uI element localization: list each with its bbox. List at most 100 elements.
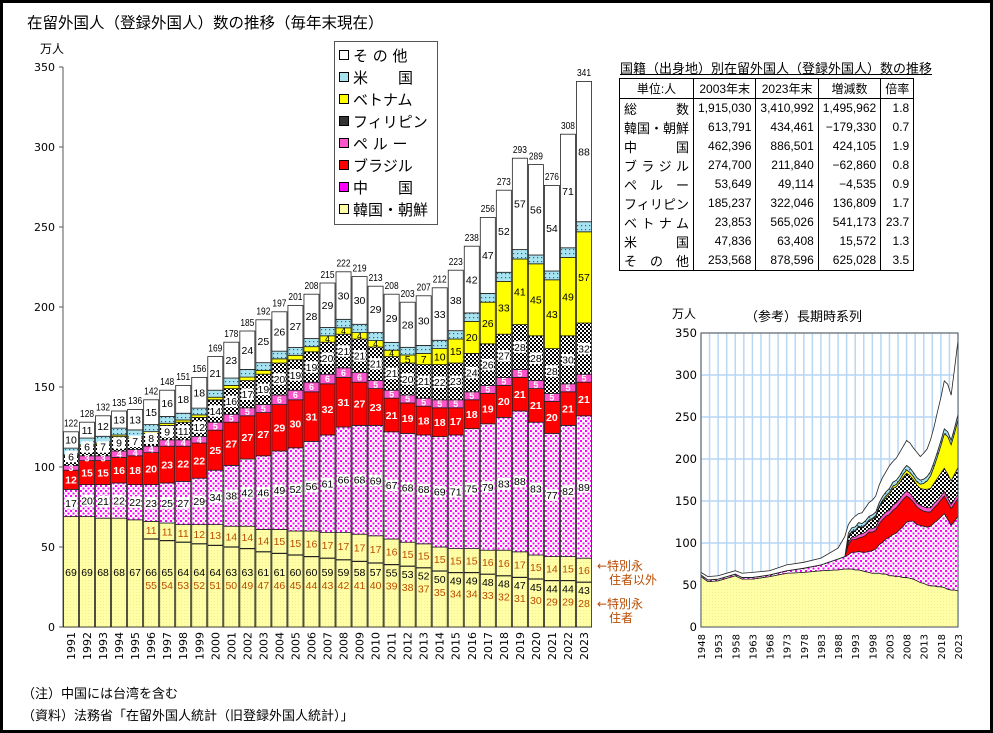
bar-segment-other-1991 <box>63 431 79 449</box>
data-label-non-special: 15 <box>466 555 478 567</box>
data-label-korea: 49 <box>466 575 478 587</box>
table-cell: 462,396 <box>693 136 757 156</box>
legend-swatch-other <box>339 50 349 60</box>
data-label-brazil: 21 <box>514 389 526 401</box>
x-tick-label: 2003 <box>257 632 270 660</box>
table-cell: 23,853 <box>693 212 757 232</box>
label-bg <box>161 497 174 509</box>
table-cell: フィリピン <box>618 193 695 213</box>
label-bg <box>577 342 590 355</box>
data-label-china: 25 <box>161 498 173 510</box>
table-cell: 613,791 <box>693 117 757 137</box>
label-bg <box>369 474 382 487</box>
data-label-philippines: 26 <box>482 359 494 371</box>
data-label-brazil: 18 <box>434 417 446 429</box>
data-label-special-permanent: 42 <box>338 580 350 592</box>
legend-item-china: 中 国 <box>339 177 413 197</box>
legend-label: 中 国 <box>353 178 414 197</box>
bar-segment-other-2011 <box>383 293 400 343</box>
bar-segment-us-2022 <box>560 247 576 258</box>
data-label-vietnam: 57 <box>578 272 590 284</box>
label-bg <box>561 354 574 366</box>
table-cell: 15,572 <box>817 231 882 251</box>
data-label-peru: 5 <box>373 380 378 390</box>
table-header-row: 単位:人 2003年末 2023年末 増減数 倍率 <box>618 78 915 99</box>
data-label-korea: 52 <box>418 571 430 583</box>
data-label-peru: 5 <box>421 397 426 407</box>
data-label-other: 57 <box>514 199 526 211</box>
label-bg <box>385 479 398 492</box>
data-label-total: 169 <box>208 342 222 354</box>
legend-swatch-china <box>339 182 349 192</box>
data-label-non-special: 16 <box>578 565 590 577</box>
x-tick-label: 2010 <box>370 632 383 660</box>
table-header: 倍率 <box>880 78 915 99</box>
data-label-brazil: 18 <box>418 415 430 427</box>
data-label-non-special: 14 <box>258 535 270 547</box>
legend-label: ベトナム <box>353 90 413 109</box>
label-bg <box>321 478 334 490</box>
bar-segment-other-1993 <box>95 415 111 437</box>
data-label-brazil: 15 <box>97 467 109 479</box>
data-label-korea: 63 <box>242 567 254 579</box>
data-label-philippines: 12 <box>193 422 205 434</box>
bar-segment-other-1997 <box>159 389 176 417</box>
data-label-total: 212 <box>433 274 447 286</box>
long-x-tick-label: 1988 <box>834 634 845 659</box>
data-label-china: 23 <box>145 498 157 510</box>
data-label-peru: 6 <box>309 382 314 392</box>
data-label-korea: 64 <box>177 567 189 579</box>
data-label-total: 136 <box>128 395 142 407</box>
table-cell: −4,535 <box>817 174 882 194</box>
data-label-brazil: 20 <box>145 463 157 475</box>
data-label-vietnam: 4 <box>389 349 394 359</box>
data-label-philippines: 24 <box>466 367 478 379</box>
data-label-non-special: 15 <box>530 562 542 574</box>
data-label-total: 128 <box>80 408 94 420</box>
data-label-brazil: 32 <box>322 404 334 416</box>
label-bg <box>417 375 430 388</box>
data-label-china: 68 <box>402 483 414 495</box>
table-cell: 63,408 <box>755 231 819 251</box>
data-label-other: 24 <box>242 345 254 357</box>
table-cell: 中 国 <box>618 136 695 156</box>
x-tick-label: 2017 <box>482 632 495 660</box>
data-label-vietnam: 10 <box>434 351 446 363</box>
label-bg <box>433 376 446 388</box>
bar-segment-us-2021 <box>544 270 560 281</box>
data-label-china: 42 <box>242 487 254 499</box>
data-label-china: 27 <box>177 498 189 510</box>
source-text: （資料）法務省「在留外国人統計（旧登録外国人統計）」 <box>22 709 354 724</box>
data-label-vietnam: 4 <box>357 331 362 341</box>
long-y-tick-label: 300 <box>675 368 697 382</box>
long-x-tick-label: 1958 <box>731 634 742 659</box>
label-bg <box>369 358 382 370</box>
data-label-special-permanent: 33 <box>482 590 494 602</box>
data-label-brazil: 22 <box>193 455 205 467</box>
x-tick-label: 2022 <box>562 632 575 660</box>
data-label-philippines: 21 <box>418 376 430 388</box>
data-label-china: 17 <box>65 498 77 510</box>
legend-swatch-us <box>339 72 349 82</box>
x-tick-label: 2004 <box>273 632 286 660</box>
table-row: ブラジル 274,700 211,840 −62,860 0.8 <box>618 155 915 175</box>
x-tick-label: 2001 <box>225 632 238 660</box>
label-bg <box>337 345 350 357</box>
bar-segment-vietnam-2006 <box>303 346 320 353</box>
data-label-special-permanent: 49 <box>242 580 254 592</box>
x-tick-label: 2018 <box>498 632 511 660</box>
table-cell: −179,330 <box>817 117 882 137</box>
data-label-brazil: 27 <box>225 439 237 451</box>
x-tick-label: 1992 <box>81 632 94 660</box>
label-bg <box>497 350 510 362</box>
bar-segment-other-2021 <box>544 184 560 272</box>
table-row: 韓国・朝鮮 613,791 434,461 −179,330 0.7 <box>618 117 915 137</box>
data-label-special-permanent: 29 <box>562 596 574 608</box>
data-label-other: 38 <box>450 295 462 307</box>
bar-segment-vietnam-2003 <box>255 369 272 375</box>
table-row: ベトナム 23,853 565,026 541,173 23.7 <box>618 212 915 232</box>
data-label-china: 83 <box>530 483 542 495</box>
data-label-total: 238 <box>465 232 479 244</box>
data-label-other: 15 <box>145 407 157 419</box>
